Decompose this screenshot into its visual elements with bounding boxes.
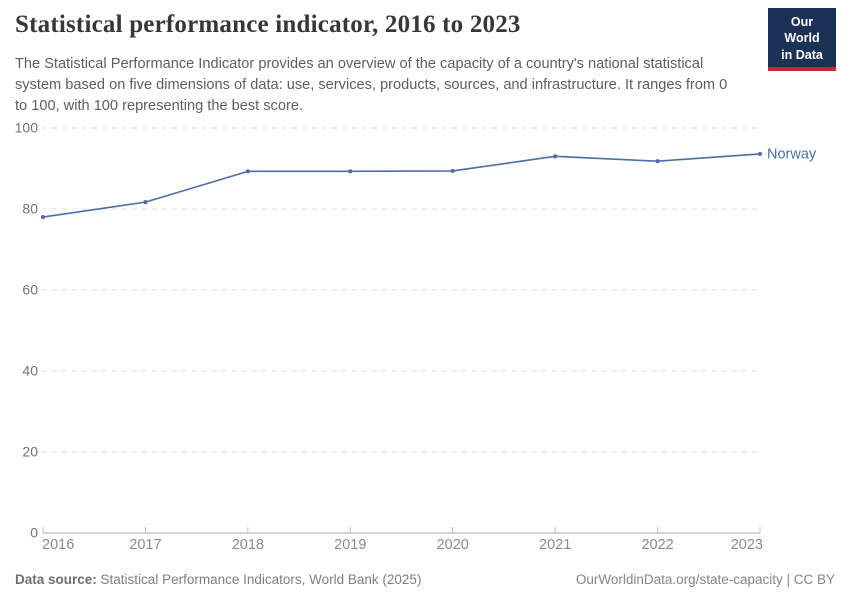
data-point xyxy=(757,151,763,157)
data-point xyxy=(348,169,353,174)
owid-logo[interactable]: Our World in Data xyxy=(768,8,836,71)
y-tick-label: 20 xyxy=(22,444,38,460)
data-point xyxy=(553,154,558,159)
x-tick-label: 2019 xyxy=(334,537,366,553)
chart-title: Statistical performance indicator, 2016 … xyxy=(15,11,521,38)
y-tick-label: 100 xyxy=(15,120,39,136)
y-tick-label: 80 xyxy=(22,201,38,217)
y-tick-label: 0 xyxy=(30,525,38,541)
x-tick-label: 2016 xyxy=(42,537,74,553)
data-point xyxy=(143,200,148,205)
x-tick-label: 2022 xyxy=(641,537,673,553)
x-tick-label: 2020 xyxy=(437,537,469,553)
data-source: Data source: Statistical Performance Ind… xyxy=(15,572,421,587)
owid-logo-line1: Our World xyxy=(784,15,820,46)
chart-subtitle: The Statistical Performance Indicator pr… xyxy=(15,56,728,115)
data-point xyxy=(655,159,660,164)
data-point xyxy=(40,215,46,220)
data-point xyxy=(245,169,250,174)
credit-link[interactable]: OurWorldinData.org/state-capacity | CC B… xyxy=(575,572,835,587)
series-line-norway xyxy=(42,153,761,218)
x-tick-label: 2018 xyxy=(232,537,264,553)
data-point xyxy=(450,168,455,174)
x-tick-label: 2023 xyxy=(731,537,763,553)
data-source-text: Statistical Performance Indicators, Worl… xyxy=(100,572,422,587)
y-tick-label: 40 xyxy=(22,363,38,379)
series-label: Norway xyxy=(767,146,817,162)
y-tick-label: 60 xyxy=(22,282,38,298)
data-source-label: Data source: xyxy=(15,572,97,587)
x-tick-label: 2021 xyxy=(539,537,571,553)
owid-logo-line2: in Data xyxy=(781,47,823,62)
x-tick-label: 2017 xyxy=(129,537,161,553)
chart-footer: Data source: Statistical Performance Ind… xyxy=(15,572,835,587)
